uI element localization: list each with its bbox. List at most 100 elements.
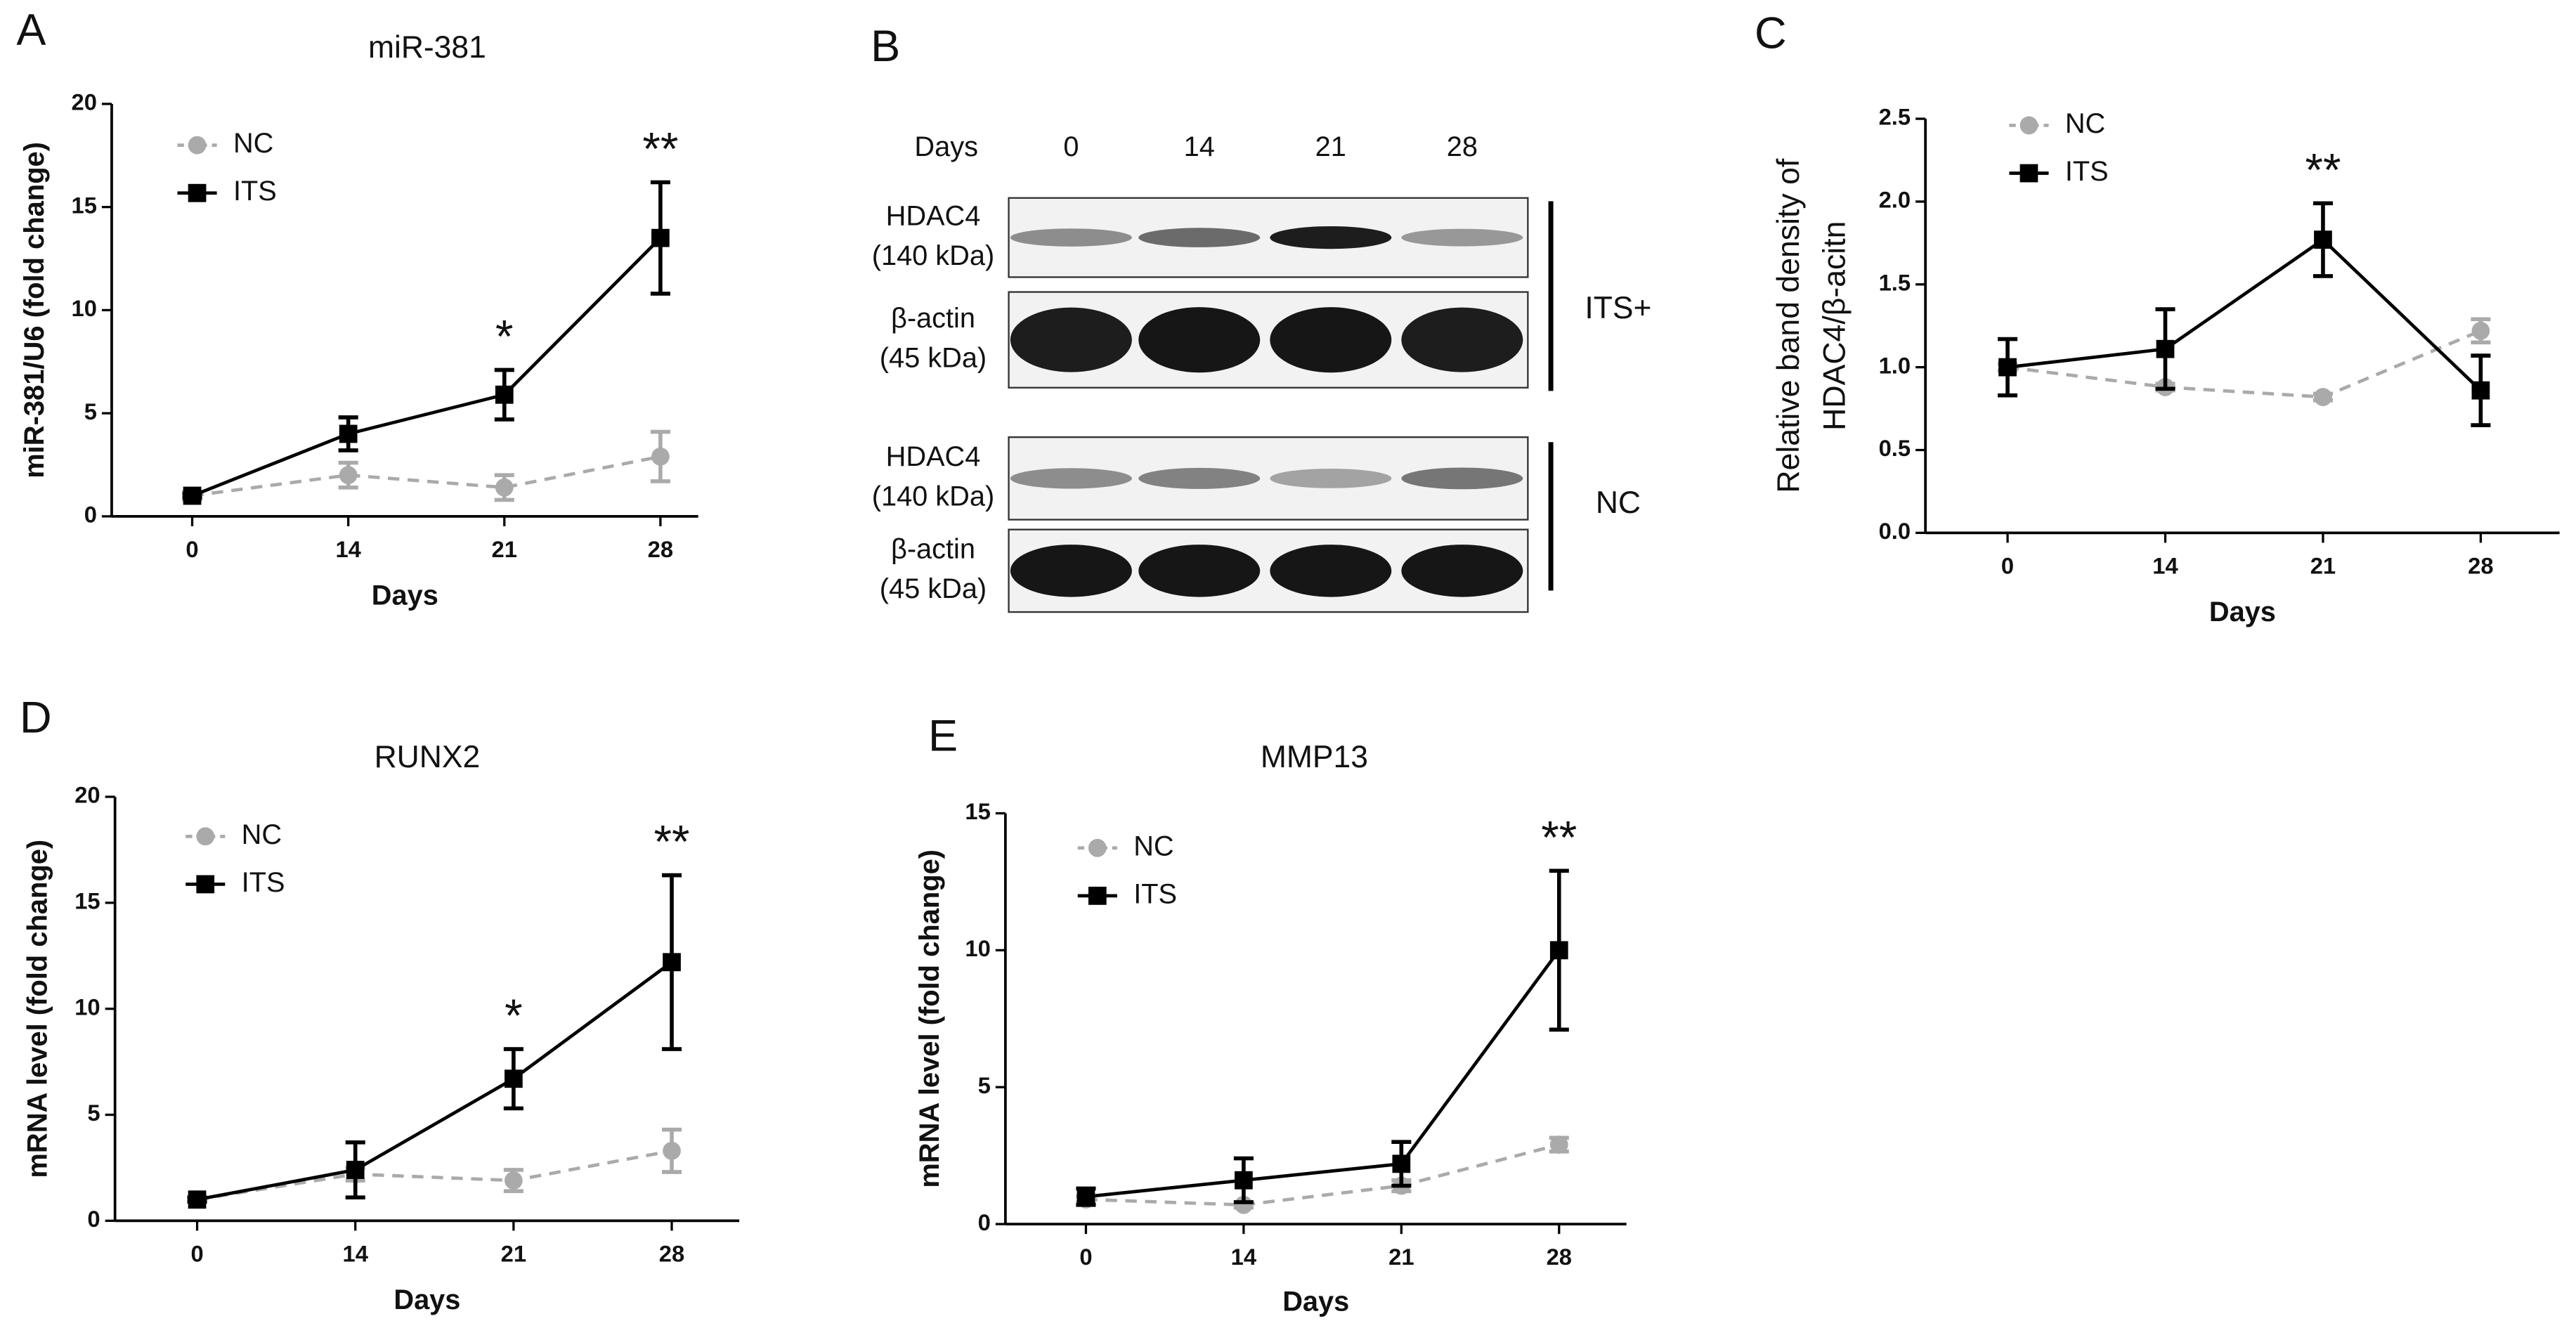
blot-band [1401,545,1523,597]
legend-marker [196,875,215,894]
data-point [188,1190,207,1209]
legend-label: NC [233,128,273,159]
data-point [663,953,681,972]
x-tick-label: 28 [659,1240,684,1266]
panel-letter: E [928,711,958,760]
data-point [2314,230,2332,249]
legend-marker [196,827,215,846]
group-label: ITS+ [1585,291,1651,325]
series-line [197,961,673,1202]
x-tick-label: 21 [501,1240,526,1266]
y-tick-label: 0 [84,501,97,527]
x-axis-label: Days [2209,597,2276,627]
series-line [197,1149,672,1202]
blot-band [1010,545,1132,597]
significance-label: ** [642,123,678,174]
y-tick-label: 5 [84,398,97,424]
blot-band [1270,468,1392,488]
y-tick-label: 1.0 [1879,352,1911,378]
y-tick-label: 10 [965,935,990,961]
y-axis-label: HDAC4/β-acitn [1818,221,1852,431]
x-tick-label: 21 [492,536,517,562]
panel-letter: B [871,22,900,71]
y-axis-label: miR-381/U6 (fold change) [19,142,50,479]
data-point [1235,1171,1253,1190]
legend-marker [1088,886,1107,905]
data-point [2471,381,2490,400]
data-point [1549,941,1568,960]
x-tick-label: 0 [190,1240,203,1266]
y-tick-label: 5 [978,1072,991,1098]
y-tick-label: 15 [74,887,100,913]
x-tick-label: 21 [2310,552,2336,578]
size-label: (45 kDa) [880,573,987,604]
data-point [339,466,358,485]
data-point [2156,339,2175,358]
legend-marker [2019,116,2038,135]
blot-band [1138,467,1261,489]
y-tick-label: 20 [72,89,97,115]
x-axis-label: Days [393,1284,460,1315]
chart-title: MMP13 [1261,740,1368,774]
x-tick-label: 28 [1547,1244,1572,1270]
data-point [505,1171,523,1190]
significance-label: ** [1541,812,1577,863]
x-tick-label: 14 [343,1240,369,1266]
blot-band [1138,228,1261,247]
series-line [2007,329,2482,399]
y-tick-label: 2.5 [1879,104,1911,130]
legend-marker [188,183,207,202]
data-point [2471,321,2490,340]
x-tick-label: 14 [335,536,361,562]
significance-label: * [495,311,513,362]
y-axis-label: mRNA level (fold change) [914,849,945,1188]
blot-frame [1008,197,1529,278]
data-point [1392,1154,1411,1173]
legend-label: ITS [242,867,285,898]
series-line [191,237,662,497]
y-tick-label: 10 [72,295,97,321]
blot-band [1010,228,1132,247]
data-point [2314,388,2332,406]
x-tick-label: 28 [648,536,673,562]
legend-label: NC [1133,831,1173,861]
blot-band [1270,545,1392,597]
chart-title: RUNX2 [375,740,481,774]
protein-label: β-actin [891,534,975,565]
x-axis-label: Days [372,580,438,611]
data-point [495,385,514,404]
blot-header: Days [914,131,978,162]
chart-title: miR-381 [368,30,486,65]
y-tick-label: 2.0 [1879,187,1911,213]
blot-band [1138,545,1261,597]
size-label: (140 kDa) [872,240,994,271]
x-tick-label: 14 [2152,552,2178,578]
series-line [2007,237,2483,392]
blot-band [1010,307,1132,372]
protein-label: HDAC4 [886,200,981,231]
y-axis-label: Relative band density of [1771,158,1806,493]
panel-letter: A [16,6,46,55]
group-label: NC [1596,486,1641,520]
blot-band [1270,307,1392,373]
legend-marker [188,136,207,155]
x-tick-label: 0 [2001,552,2014,578]
blot-band [1401,467,1523,490]
data-point [495,478,514,497]
y-tick-label: 0.5 [1879,435,1911,461]
legend-marker [1088,838,1107,857]
x-tick-label: 21 [1388,1244,1414,1270]
blot-band [1270,226,1392,249]
y-tick-label: 5 [87,1100,100,1126]
panel-letter: C [1755,8,1787,58]
size-label: (140 kDa) [872,481,994,512]
series-line [192,455,661,497]
blot-band [1401,307,1523,372]
significance-label: ** [654,816,690,868]
protein-label: HDAC4 [886,441,981,472]
series-line [1086,1143,1560,1207]
y-tick-label: 15 [72,192,97,218]
lane-label: 14 [1184,131,1215,162]
